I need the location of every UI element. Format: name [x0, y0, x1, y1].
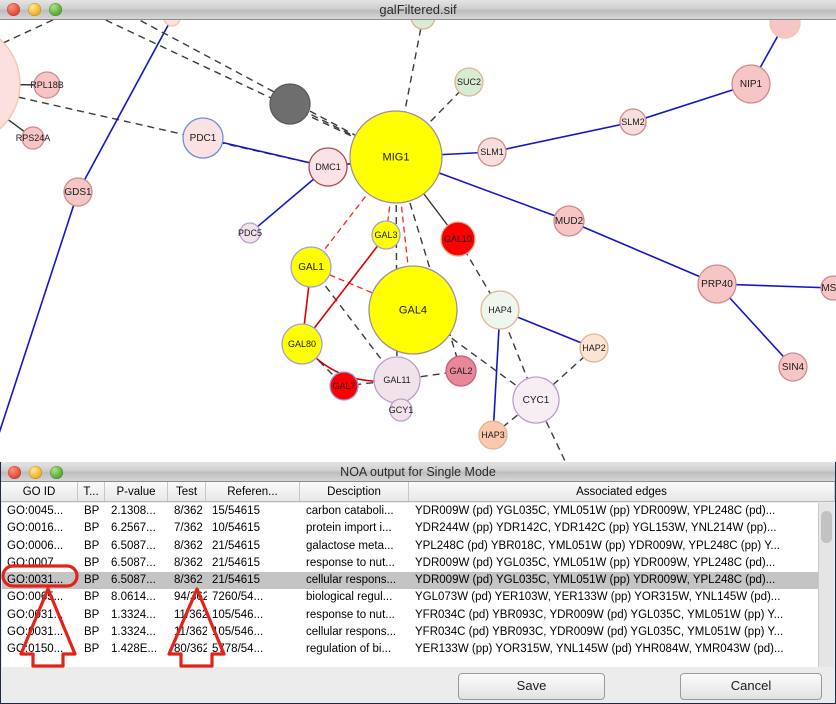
- svg-text:MUD2: MUD2: [555, 216, 584, 227]
- svg-text:SIN4: SIN4: [782, 362, 805, 373]
- svg-text:GAL4: GAL4: [399, 305, 427, 317]
- svg-text:CYC1: CYC1: [523, 395, 550, 406]
- svg-text:GCY1: GCY1: [389, 405, 414, 415]
- svg-text:GAL80: GAL80: [288, 339, 316, 349]
- svg-text:GAL1: GAL1: [298, 262, 324, 273]
- svg-text:MIG1: MIG1: [383, 152, 410, 164]
- svg-text:HAP4: HAP4: [488, 305, 512, 315]
- svg-text:HAP2: HAP2: [582, 343, 606, 353]
- svg-text:GDS1: GDS1: [64, 187, 92, 198]
- svg-text:GAL7: GAL7: [332, 381, 355, 391]
- svg-text:PDC5: PDC5: [238, 228, 262, 238]
- svg-text:HAP3: HAP3: [481, 430, 505, 440]
- svg-text:SUC2: SUC2: [457, 77, 481, 87]
- svg-text:SLM1: SLM1: [480, 147, 504, 157]
- svg-text:GAL10: GAL10: [444, 234, 472, 244]
- svg-text:PDC1: PDC1: [190, 133, 217, 144]
- svg-text:GAL11: GAL11: [383, 375, 410, 385]
- svg-text:SLM2: SLM2: [621, 117, 645, 127]
- svg-text:GAL2: GAL2: [449, 366, 472, 376]
- svg-text:RPL18B: RPL18B: [30, 80, 64, 90]
- svg-text:GAL3: GAL3: [374, 230, 397, 240]
- svg-text:PRP40: PRP40: [701, 279, 733, 290]
- svg-text:MSI1: MSI1: [821, 283, 836, 294]
- svg-text:RPS24A: RPS24A: [16, 133, 51, 143]
- svg-text:NIP1: NIP1: [740, 79, 763, 90]
- svg-text:DMC1: DMC1: [315, 162, 341, 172]
